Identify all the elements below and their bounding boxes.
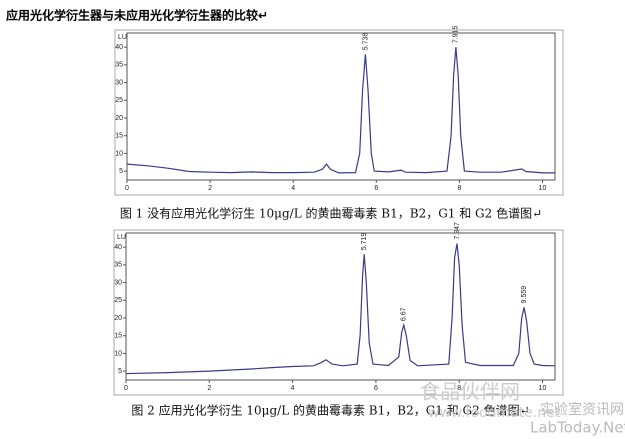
trace xyxy=(125,243,556,375)
x-tick-label: 8 xyxy=(457,385,461,392)
y-tick-label: 20 xyxy=(114,315,122,322)
peak-label: 5.719 xyxy=(361,233,368,251)
watermark: www.foodmate.net xyxy=(428,405,561,421)
frame xyxy=(113,229,564,396)
caption: 图 2 应用光化学衍生 10μg/L 的黄曲霉毒素 B1，B2，G1 和 G2 … xyxy=(131,403,529,418)
y-tick-label: 10 xyxy=(115,150,123,157)
x-tick-label: 4 xyxy=(291,185,295,192)
y-tick-label: 30 xyxy=(115,79,123,86)
x-tick-label: 8 xyxy=(457,185,461,192)
caption: 图 1 没有应用光化学衍生 10μg/L 的黄曲霉毒素 B1，B2，G1 和 G… xyxy=(120,206,542,221)
y-tick-label: 15 xyxy=(115,133,123,140)
plot-area xyxy=(125,232,556,381)
x-tick-label: 2 xyxy=(207,385,211,392)
y-tick-label: 40 xyxy=(115,44,123,51)
x-tick-label: 10 xyxy=(539,385,547,392)
peak-label: 9.559 xyxy=(521,286,528,304)
x-tick-label: 0 xyxy=(125,185,129,192)
peak-label: 7.947 xyxy=(454,222,461,240)
peak-label: 5.738 xyxy=(362,33,369,51)
y-tick-label: 35 xyxy=(114,262,122,269)
x-tick-label: 6 xyxy=(374,185,378,192)
x-tick-label: 2 xyxy=(208,185,212,192)
y-tick-label: 10 xyxy=(114,350,122,357)
x-tick-label: 4 xyxy=(291,385,295,392)
frame xyxy=(114,29,564,196)
x-tick-label: 10 xyxy=(539,185,547,192)
watermark: 食品伙伴网 xyxy=(420,380,520,404)
y-tick-label: 30 xyxy=(114,279,122,286)
peak-label: 7.915 xyxy=(453,26,460,44)
y-axis-label: LU xyxy=(118,34,127,41)
trace xyxy=(126,47,555,174)
y-tick-label: 35 xyxy=(115,62,123,69)
y-tick-label: 5 xyxy=(118,368,122,375)
watermark: 实验室资讯网 xyxy=(540,401,624,418)
x-tick-label: 0 xyxy=(124,385,128,392)
y-tick-label: 25 xyxy=(115,97,123,104)
y-tick-label: 5 xyxy=(119,168,123,175)
x-tick-label: 6 xyxy=(374,385,378,392)
y-tick-label: 40 xyxy=(114,244,122,251)
y-tick-label: 15 xyxy=(114,333,122,340)
heading: 应用光化学衍生器与未应用光化学衍生器的比较↵ xyxy=(6,8,268,23)
watermark: LabToday.Net xyxy=(530,419,625,437)
plot-area xyxy=(126,32,556,181)
y-tick-label: 25 xyxy=(114,297,122,304)
y-tick-label: 20 xyxy=(115,115,123,122)
y-axis-label: LU xyxy=(117,234,126,241)
peak-label: 6.67 xyxy=(401,307,408,321)
